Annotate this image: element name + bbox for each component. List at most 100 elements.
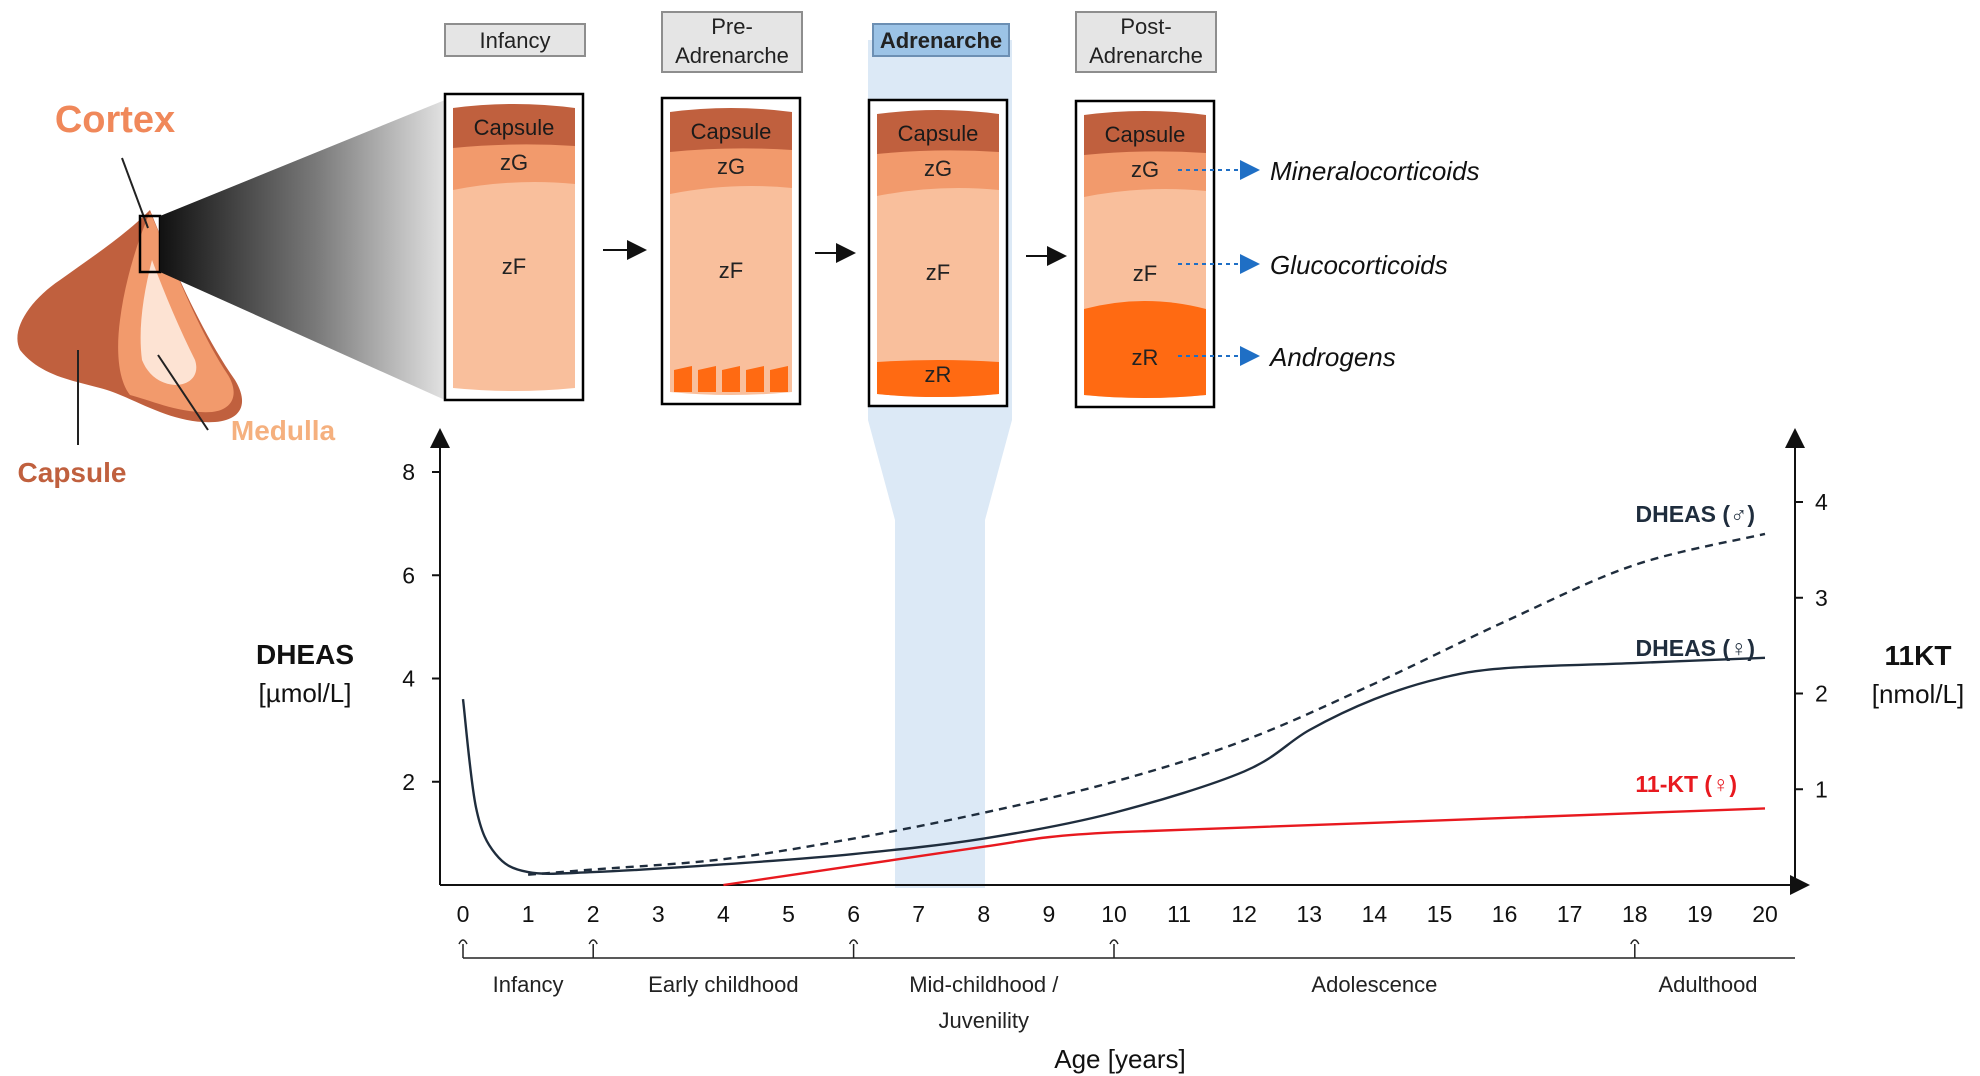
y-left-tick: 8 xyxy=(402,459,415,485)
x-tick: 9 xyxy=(1043,901,1056,927)
zoom-cone xyxy=(160,100,445,400)
stage-title-adrenarche: Adrenarche xyxy=(880,28,1002,53)
zone-zr-islands xyxy=(674,366,788,392)
x-tick: 19 xyxy=(1687,901,1713,927)
zone-label: zG xyxy=(500,150,528,175)
zone-zr xyxy=(1084,301,1206,398)
zone-label: Capsule xyxy=(691,119,772,144)
zone-capsule xyxy=(670,108,792,152)
zone-label: Capsule xyxy=(1105,122,1186,147)
zone-zg xyxy=(877,148,999,196)
zone-panel: Capsule zG zF xyxy=(443,92,585,402)
zone-panel: Capsule zG zF zR xyxy=(1074,99,1216,409)
cortex-pointer xyxy=(121,157,149,229)
zone-label: zF xyxy=(1133,261,1157,286)
output-androgens: Androgens xyxy=(1268,342,1396,372)
adrenal-gland-illustration: Cortex Medulla Capsule xyxy=(17,99,336,488)
x-tick: 0 xyxy=(457,901,470,927)
zone-zr xyxy=(877,360,999,397)
zone-label: Capsule xyxy=(474,115,555,140)
gland-medulla-shape xyxy=(140,260,197,385)
y-right-unit: [nmol/L] xyxy=(1872,679,1965,709)
capsule-label: Capsule xyxy=(18,457,127,488)
phase-label: Infancy xyxy=(493,972,564,997)
phase-boundary xyxy=(848,939,859,958)
x-tick: 12 xyxy=(1231,901,1257,927)
y-right-tick: 2 xyxy=(1815,681,1828,707)
zone-panel: Capsule zG zF xyxy=(660,96,802,406)
output-glucocorticoids: Glucocorticoids xyxy=(1270,250,1448,280)
phase-label: Adolescence xyxy=(1311,972,1437,997)
y-left-tick: 2 xyxy=(402,769,415,795)
zone-label: zG xyxy=(717,154,745,179)
zone-label: zG xyxy=(924,156,952,181)
x-tick: 14 xyxy=(1362,901,1388,927)
cortex-label: Cortex xyxy=(55,99,175,141)
medulla-label: Medulla xyxy=(231,415,336,446)
x-tick: 13 xyxy=(1297,901,1323,927)
stage-title-pre-adrenarche: Pre-Adrenarche xyxy=(675,14,789,68)
x-tick: 4 xyxy=(717,901,730,927)
zone-zr-island xyxy=(722,366,740,392)
phase-label: Juvenility xyxy=(939,1008,1029,1033)
x-tick: 16 xyxy=(1492,901,1518,927)
zone-label: zF xyxy=(926,260,950,285)
zone-zr-island xyxy=(674,366,692,392)
zone-zf xyxy=(877,180,999,397)
x-tick: 3 xyxy=(652,901,665,927)
phase-label: Adulthood xyxy=(1658,972,1757,997)
zone-zg xyxy=(453,142,575,190)
x-tick: 15 xyxy=(1427,901,1453,927)
stage-titles: Infancy Pre-Adrenarche Adrenarche Post-A… xyxy=(444,11,1217,73)
series-11kt-female xyxy=(723,807,1766,887)
x-tick: 2 xyxy=(587,901,600,927)
zone-panel: Capsule zG zF zR xyxy=(867,98,1009,408)
x-tick: 10 xyxy=(1101,901,1127,927)
zone-label: zF xyxy=(502,254,526,279)
phase-boundary xyxy=(588,939,598,958)
y-left-unit: [µmol/L] xyxy=(258,678,351,708)
zone-capsule xyxy=(877,110,999,154)
zone-zg xyxy=(670,146,792,194)
phase-label: Early childhood xyxy=(648,972,798,997)
y-left-tick: 4 xyxy=(402,666,415,692)
output-mineralocorticoids: Mineralocorticoids xyxy=(1270,156,1480,186)
x-axis-label: Age [years] xyxy=(1054,1044,1186,1074)
phase-boundary xyxy=(1109,939,1119,958)
zone-label: zF xyxy=(719,258,743,283)
y-right-tick: 1 xyxy=(1815,776,1828,802)
zone-label: zR xyxy=(1132,345,1159,370)
x-tick: 6 xyxy=(847,901,860,927)
phase-boundary xyxy=(458,939,468,958)
stage-title-infancy: Infancy xyxy=(480,28,551,53)
x-tick: 7 xyxy=(912,901,925,927)
zone-capsule xyxy=(1084,111,1206,155)
zone-panels: CapsulezGzFCapsulezGzFCapsulezGzFzRCapsu… xyxy=(443,92,1216,409)
zone-zf xyxy=(453,174,575,391)
zone-label: zR xyxy=(925,362,952,387)
zone-zg xyxy=(1084,149,1206,197)
x-tick: 8 xyxy=(977,901,990,927)
series-label-11kt-female: 11-KT (♀) xyxy=(1635,771,1737,797)
x-tick: 17 xyxy=(1557,901,1583,927)
medulla-pointer xyxy=(157,354,209,431)
zone-label: Capsule xyxy=(898,121,979,146)
zone-outputs: Mineralocorticoids Glucocorticoids Andro… xyxy=(1178,156,1480,372)
y-right-tick: 4 xyxy=(1815,489,1828,515)
zone-label: zG xyxy=(1131,157,1159,182)
x-tick: 1 xyxy=(522,901,535,927)
phase-bracket: Infancy Early childhood Mid-childhood / Juv… xyxy=(458,939,1795,1033)
y-right-tick: 3 xyxy=(1815,585,1828,611)
zone-zr-island xyxy=(770,366,788,392)
x-tick: 20 xyxy=(1752,901,1778,927)
zone-zr-island xyxy=(746,366,764,392)
series-label-dheas-male: DHEAS (♂) xyxy=(1636,501,1755,527)
y-left-tick: 6 xyxy=(402,562,415,588)
stage-title-post-adrenarche: Post-Adrenarche xyxy=(1089,14,1203,68)
x-tick: 18 xyxy=(1622,901,1648,927)
zone-zr-island xyxy=(698,366,716,392)
x-tick: 5 xyxy=(782,901,795,927)
y-right-label: 11KT xyxy=(1885,640,1952,671)
